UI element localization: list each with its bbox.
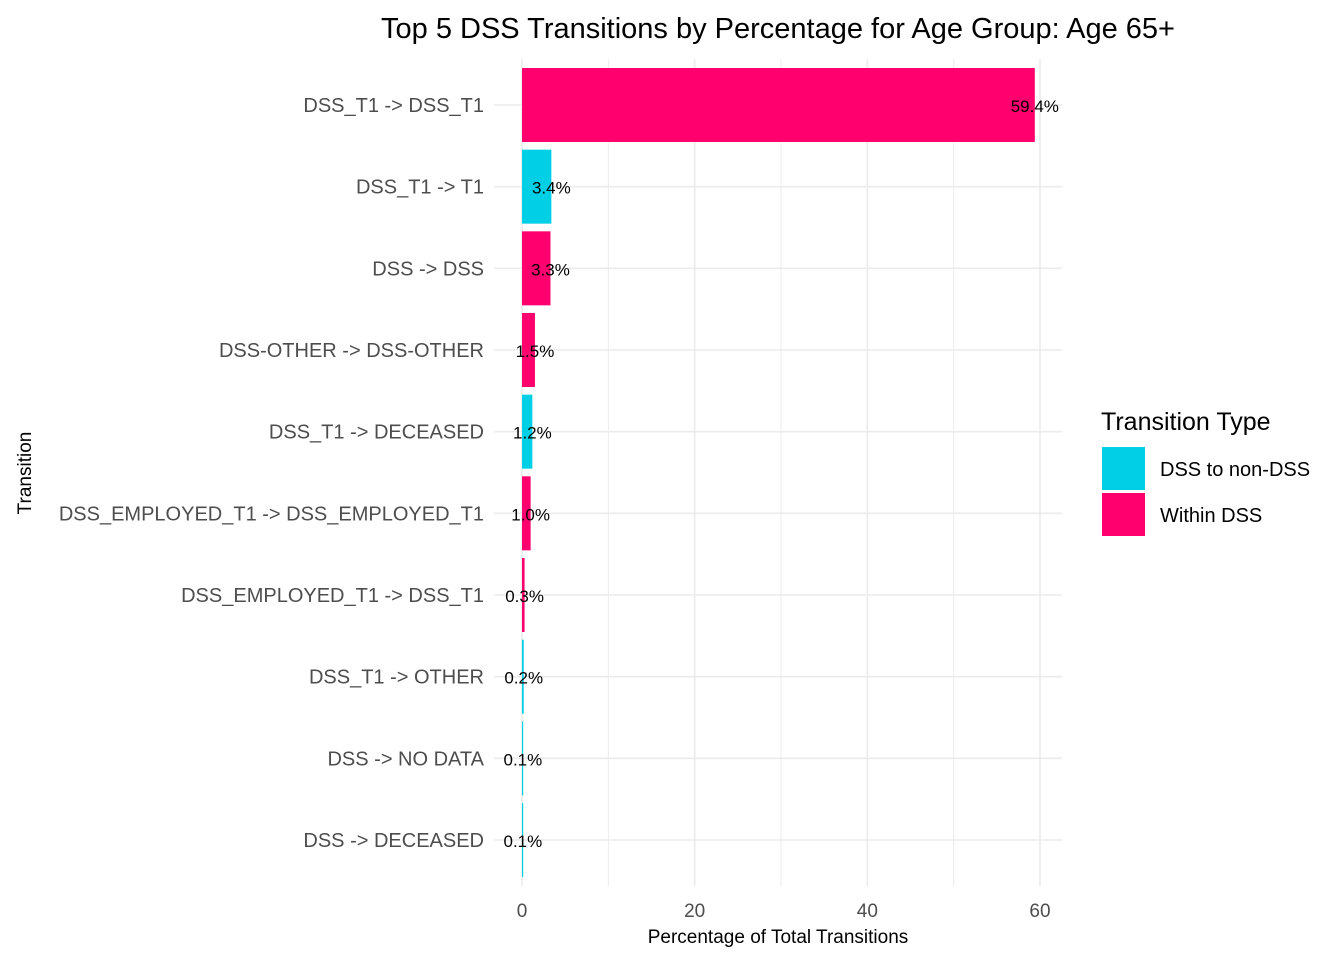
bar-value-label: 1.5%: [516, 342, 555, 361]
bar: [522, 721, 524, 796]
legend-items: DSS to non-DSS Within DSS: [1102, 447, 1310, 536]
y-tick-label: DSS_T1 -> OTHER: [309, 667, 484, 689]
legend-swatch: [1102, 493, 1145, 536]
bar-value-label: 0.1%: [503, 832, 542, 851]
bar-value-label: 1.2%: [513, 424, 552, 443]
bar-value-label: 0.3%: [505, 587, 544, 606]
bar: [522, 68, 1035, 142]
legend: Transition Type DSS to non-DSS Within DSS: [1101, 408, 1310, 536]
data-labels: 59.4% 3.4% 3.3% 1.5% 1.2% 1.0% 0.3% 0.2% 0.1% 0.1…: [503, 97, 1058, 851]
y-tick-label: DSS -> NO DATA: [327, 748, 484, 770]
bar: [522, 639, 524, 714]
bar-value-label: 0.2%: [504, 669, 543, 688]
x-tick-labels: 0 20 40 60: [517, 901, 1051, 922]
bar: [522, 394, 533, 469]
y-tick-label: DSS-OTHER -> DSS-OTHER: [219, 340, 484, 362]
y-tick-label: DSS_T1 -> DECEASED: [269, 422, 484, 444]
y-tick-label: DSS -> DSS: [372, 258, 484, 280]
legend-swatch: [1102, 447, 1145, 490]
bar-value-label: 0.1%: [503, 750, 542, 769]
bar-value-label: 3.3%: [531, 260, 570, 279]
x-tick-label: 40: [857, 901, 878, 922]
bar-value-label: 3.4%: [532, 179, 571, 198]
bar: [522, 803, 524, 877]
x-tick-label: 0: [517, 901, 528, 922]
bar-value-label: 1.0%: [511, 505, 550, 524]
bar: [522, 476, 531, 551]
legend-title: Transition Type: [1101, 408, 1271, 436]
legend-entry-label: Within DSS: [1160, 505, 1262, 527]
bar: [522, 313, 535, 387]
chart-title: Top 5 DSS Transitions by Percentage for …: [381, 13, 1175, 45]
grid: [494, 59, 1062, 886]
x-tick-label: 60: [1029, 901, 1050, 922]
legend-entry-label: DSS to non-DSS: [1160, 459, 1310, 481]
y-axis-label: Transition: [15, 432, 36, 515]
y-tick-label: DSS_EMPLOYED_T1 -> DSS_EMPLOYED_T1: [59, 503, 484, 525]
y-tick-label: DSS -> DECEASED: [303, 830, 484, 852]
y-tick-label: DSS_T1 -> T1: [356, 177, 484, 199]
y-tick-labels: DSS_T1 -> DSS_T1 DSS_T1 -> T1 DSS -> DSS DS…: [59, 95, 485, 852]
x-tick-label: 20: [684, 901, 705, 922]
bar: [522, 149, 552, 224]
y-tick-label: DSS_EMPLOYED_T1 -> DSS_T1: [181, 585, 484, 607]
bar: [522, 231, 551, 306]
x-axis-label: Percentage of Total Transitions: [648, 927, 909, 948]
bar: [522, 558, 525, 632]
y-tick-label: DSS_T1 -> DSS_T1: [303, 95, 484, 117]
bar-value-label: 59.4%: [1011, 97, 1059, 116]
bars: [522, 68, 1035, 877]
